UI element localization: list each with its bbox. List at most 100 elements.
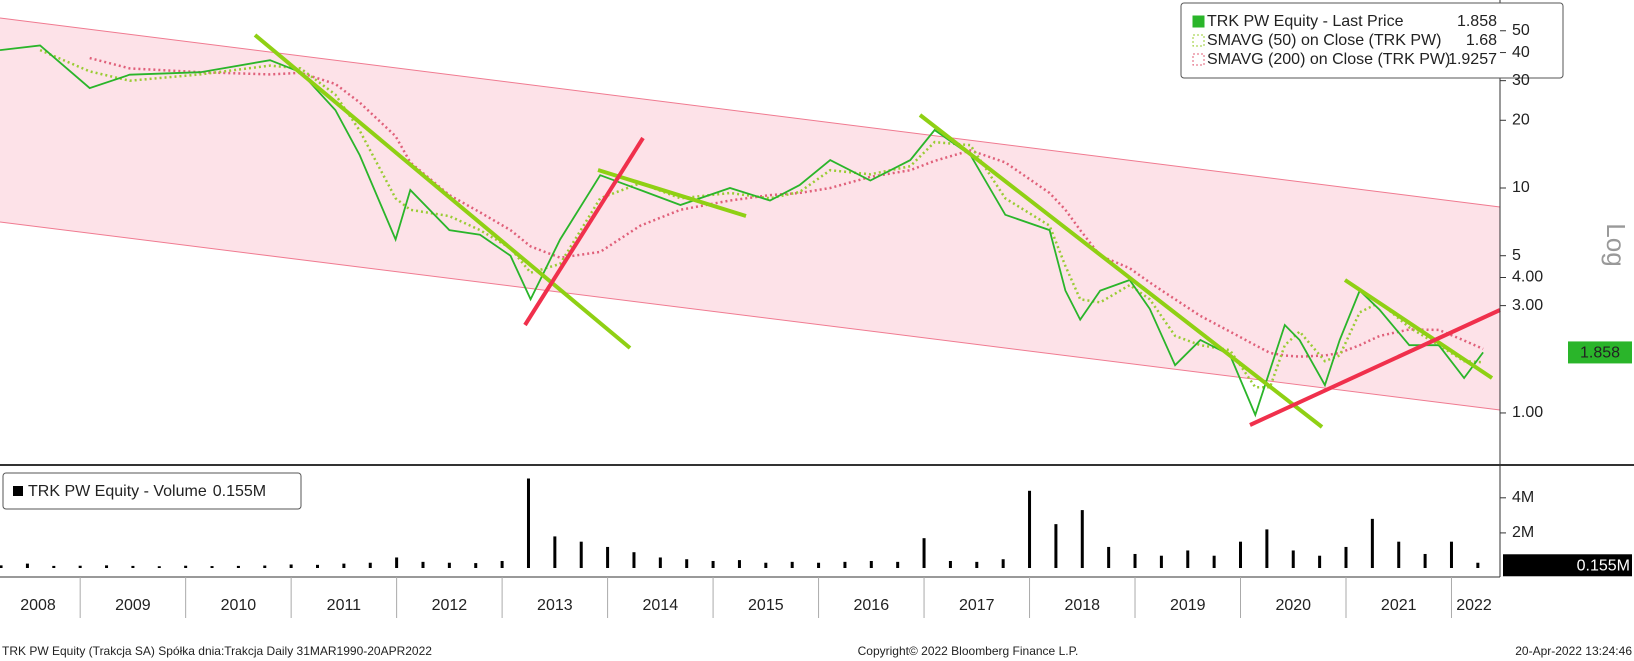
volume-bar [1001, 559, 1005, 568]
legend-label: TRK PW Equity - Volume 0.155M [28, 483, 266, 500]
volume-bar [289, 564, 293, 568]
volume-bar [395, 557, 399, 568]
volume-bar [474, 563, 478, 568]
legend-swatch [1192, 53, 1205, 66]
axis-label: Log [1601, 223, 1631, 266]
footer-left: TRK PW Equity (Trakcja SA) Spółka dnia:T… [2, 644, 432, 658]
legend-swatch [13, 486, 23, 496]
volume-bar [342, 563, 346, 568]
x-tick-label: 2009 [115, 597, 151, 614]
volume-bar [1107, 546, 1111, 568]
y-tick-label: 50 [1512, 22, 1530, 39]
volume-bar [131, 565, 135, 568]
volume-bar [500, 560, 504, 568]
x-tick-label: 2016 [854, 597, 890, 614]
volume-bar [25, 563, 29, 568]
y-tick-label: 10 [1512, 179, 1530, 196]
volume-bar [579, 541, 583, 568]
x-tick-label: 2012 [432, 597, 468, 614]
footer-right: 20-Apr-2022 13:24:46 [1515, 644, 1632, 658]
trend-lines [523, 136, 1501, 427]
volume-bar [764, 562, 768, 568]
volume-bar [105, 565, 109, 568]
legend [1180, 2, 1564, 79]
volume-bar [316, 564, 320, 568]
x-tick-label: 2014 [643, 597, 679, 614]
legend [2, 472, 302, 510]
volume-bar [1423, 553, 1427, 568]
x-tick-label: 2011 [327, 597, 362, 614]
volume-bar [843, 561, 847, 568]
legend-value: 1.858 [1457, 13, 1497, 30]
legend-value: 0.155M [213, 483, 266, 500]
x-tick-label: 2008 [20, 597, 56, 614]
legend-name: TRK PW Equity - Volume [28, 483, 207, 500]
y-tick-label: 1.00 [1512, 404, 1543, 421]
channel-edge [0, 17, 1501, 208]
channel [0, 18, 1500, 410]
y-tick-label: 3.00 [1512, 297, 1543, 314]
volume-bar [421, 561, 425, 568]
y-tick-label: 4M [1512, 489, 1534, 506]
x-tick-label: 2018 [1064, 597, 1100, 614]
series-line [0, 44, 1484, 418]
volume-bar [869, 560, 873, 568]
volume-bar [737, 560, 741, 568]
y-tick-label: 5 [1512, 247, 1521, 264]
volume-bar [790, 561, 794, 568]
volume-bar [263, 565, 267, 568]
y-tick-label: 40 [1512, 44, 1530, 61]
volume-bar [1133, 553, 1137, 568]
volume-bar [606, 546, 610, 568]
x-tick-label: 2022 [1456, 597, 1492, 614]
y-tick-label: 2M [1512, 524, 1534, 541]
x-tick-label: 2010 [221, 597, 257, 614]
volume-bar [1449, 541, 1453, 568]
y-tick-label: 20 [1512, 111, 1530, 128]
legend-label: SMAVG (200) on Close (TRK PW) [1207, 51, 1450, 68]
volume-bar [1239, 541, 1243, 568]
volume-bar [157, 566, 161, 568]
volume-bar [1265, 529, 1269, 568]
volume-bar [658, 557, 662, 568]
volume-bar [553, 536, 557, 568]
x-tick-label: 2021 [1381, 597, 1417, 614]
volume-bar [210, 566, 214, 568]
volume-bar [975, 561, 979, 568]
legend-value: 1.68 [1466, 32, 1497, 49]
legend-label: TRK PW Equity - Last Price [1207, 13, 1404, 30]
volume-bar [0, 565, 3, 568]
volume-bar [1054, 524, 1058, 568]
volume-bar [685, 559, 689, 568]
x-tick-label: 2019 [1170, 597, 1206, 614]
x-tick-label: 2015 [748, 597, 784, 614]
volume-bar [368, 562, 372, 568]
volume-bar [236, 565, 240, 568]
volume-bar [1291, 550, 1295, 568]
volume-bar [896, 561, 900, 568]
volume-bar [817, 562, 821, 568]
volume-bar [526, 478, 530, 568]
legend-swatch [1192, 15, 1205, 28]
footer-center: Copyright© 2022 Bloomberg Finance L.P. [858, 644, 1079, 658]
volume-bar [922, 538, 926, 568]
volume-bar [184, 565, 188, 568]
last-value-box [1503, 554, 1632, 577]
volume-bar [78, 565, 82, 568]
y-tick-label: 30 [1512, 72, 1530, 89]
legend-swatch [1192, 34, 1205, 47]
last-value-label: 1.858 [1580, 345, 1620, 362]
channel-edge [0, 221, 1501, 411]
volume-bar [447, 562, 451, 568]
volume-bar [1186, 550, 1190, 568]
volume-bar [1318, 555, 1322, 568]
volume-bar [711, 560, 715, 568]
trend-lines [253, 33, 1494, 429]
volume-bar [632, 552, 636, 568]
legend-value: 1.9257 [1448, 51, 1497, 68]
volume-bar [1344, 546, 1348, 568]
volume-bar [1476, 562, 1480, 568]
x-tick-label: 2017 [959, 597, 995, 614]
y-tick-label: 4.00 [1512, 269, 1543, 286]
